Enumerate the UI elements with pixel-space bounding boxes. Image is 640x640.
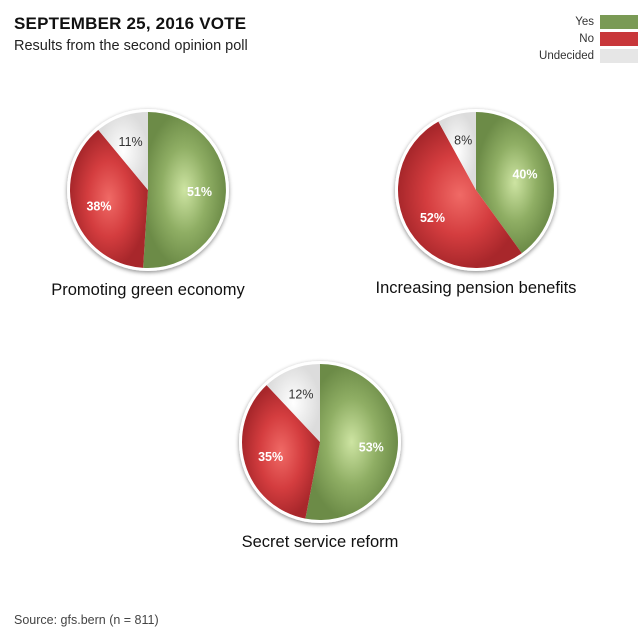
legend-swatch-yes xyxy=(600,14,638,29)
slice-label-no: 52% xyxy=(420,211,445,225)
legend-swatch-undecided xyxy=(600,48,638,63)
slice-undecided xyxy=(438,112,476,190)
slice-undecided xyxy=(98,112,148,190)
slice-label-undecided: 11% xyxy=(119,135,143,149)
pie-chart-3: 53% 35% 12% Secret service reform xyxy=(239,361,401,551)
chart-subtitle: Results from the second opinion poll xyxy=(14,38,248,54)
pie-title: Promoting green economy xyxy=(51,281,245,299)
slice-label-undecided: 8% xyxy=(454,134,472,148)
legend: Yes No Undecided xyxy=(539,14,638,65)
slice-yes xyxy=(143,112,226,268)
chart-title: SEPTEMBER 25, 2016 VOTE xyxy=(14,14,247,33)
pie-chart-1: 51% 38% 11% Promoting green economy xyxy=(51,109,246,299)
slice-no xyxy=(242,385,320,519)
slice-label-yes: 40% xyxy=(512,168,537,182)
slice-label-yes: 51% xyxy=(187,185,212,199)
slice-label-no: 35% xyxy=(258,450,283,464)
slice-no xyxy=(397,121,522,269)
slice-yes xyxy=(476,112,554,254)
legend-label-yes: Yes xyxy=(575,15,594,28)
slice-label-undecided: 12% xyxy=(288,388,313,402)
slice-undecided xyxy=(266,364,320,442)
legend-item-no: No xyxy=(539,31,638,46)
slice-label-no: 38% xyxy=(86,199,111,213)
legend-item-undecided: Undecided xyxy=(539,48,638,63)
slice-label-yes: 53% xyxy=(359,440,384,454)
legend-label-no: No xyxy=(579,32,594,45)
pie-title: Increasing pension benefits xyxy=(376,279,577,297)
pie-chart-2: 40% 52% 8% Increasing pension benefits xyxy=(376,109,577,297)
source-note: Source: gfs.bern (n = 811) xyxy=(14,613,159,627)
legend-swatch-no xyxy=(600,31,638,46)
slice-yes xyxy=(305,364,398,520)
pie-title: Secret service reform xyxy=(242,533,399,551)
slice-no xyxy=(69,129,148,268)
legend-label-undecided: Undecided xyxy=(539,49,594,62)
legend-item-yes: Yes xyxy=(539,14,638,29)
